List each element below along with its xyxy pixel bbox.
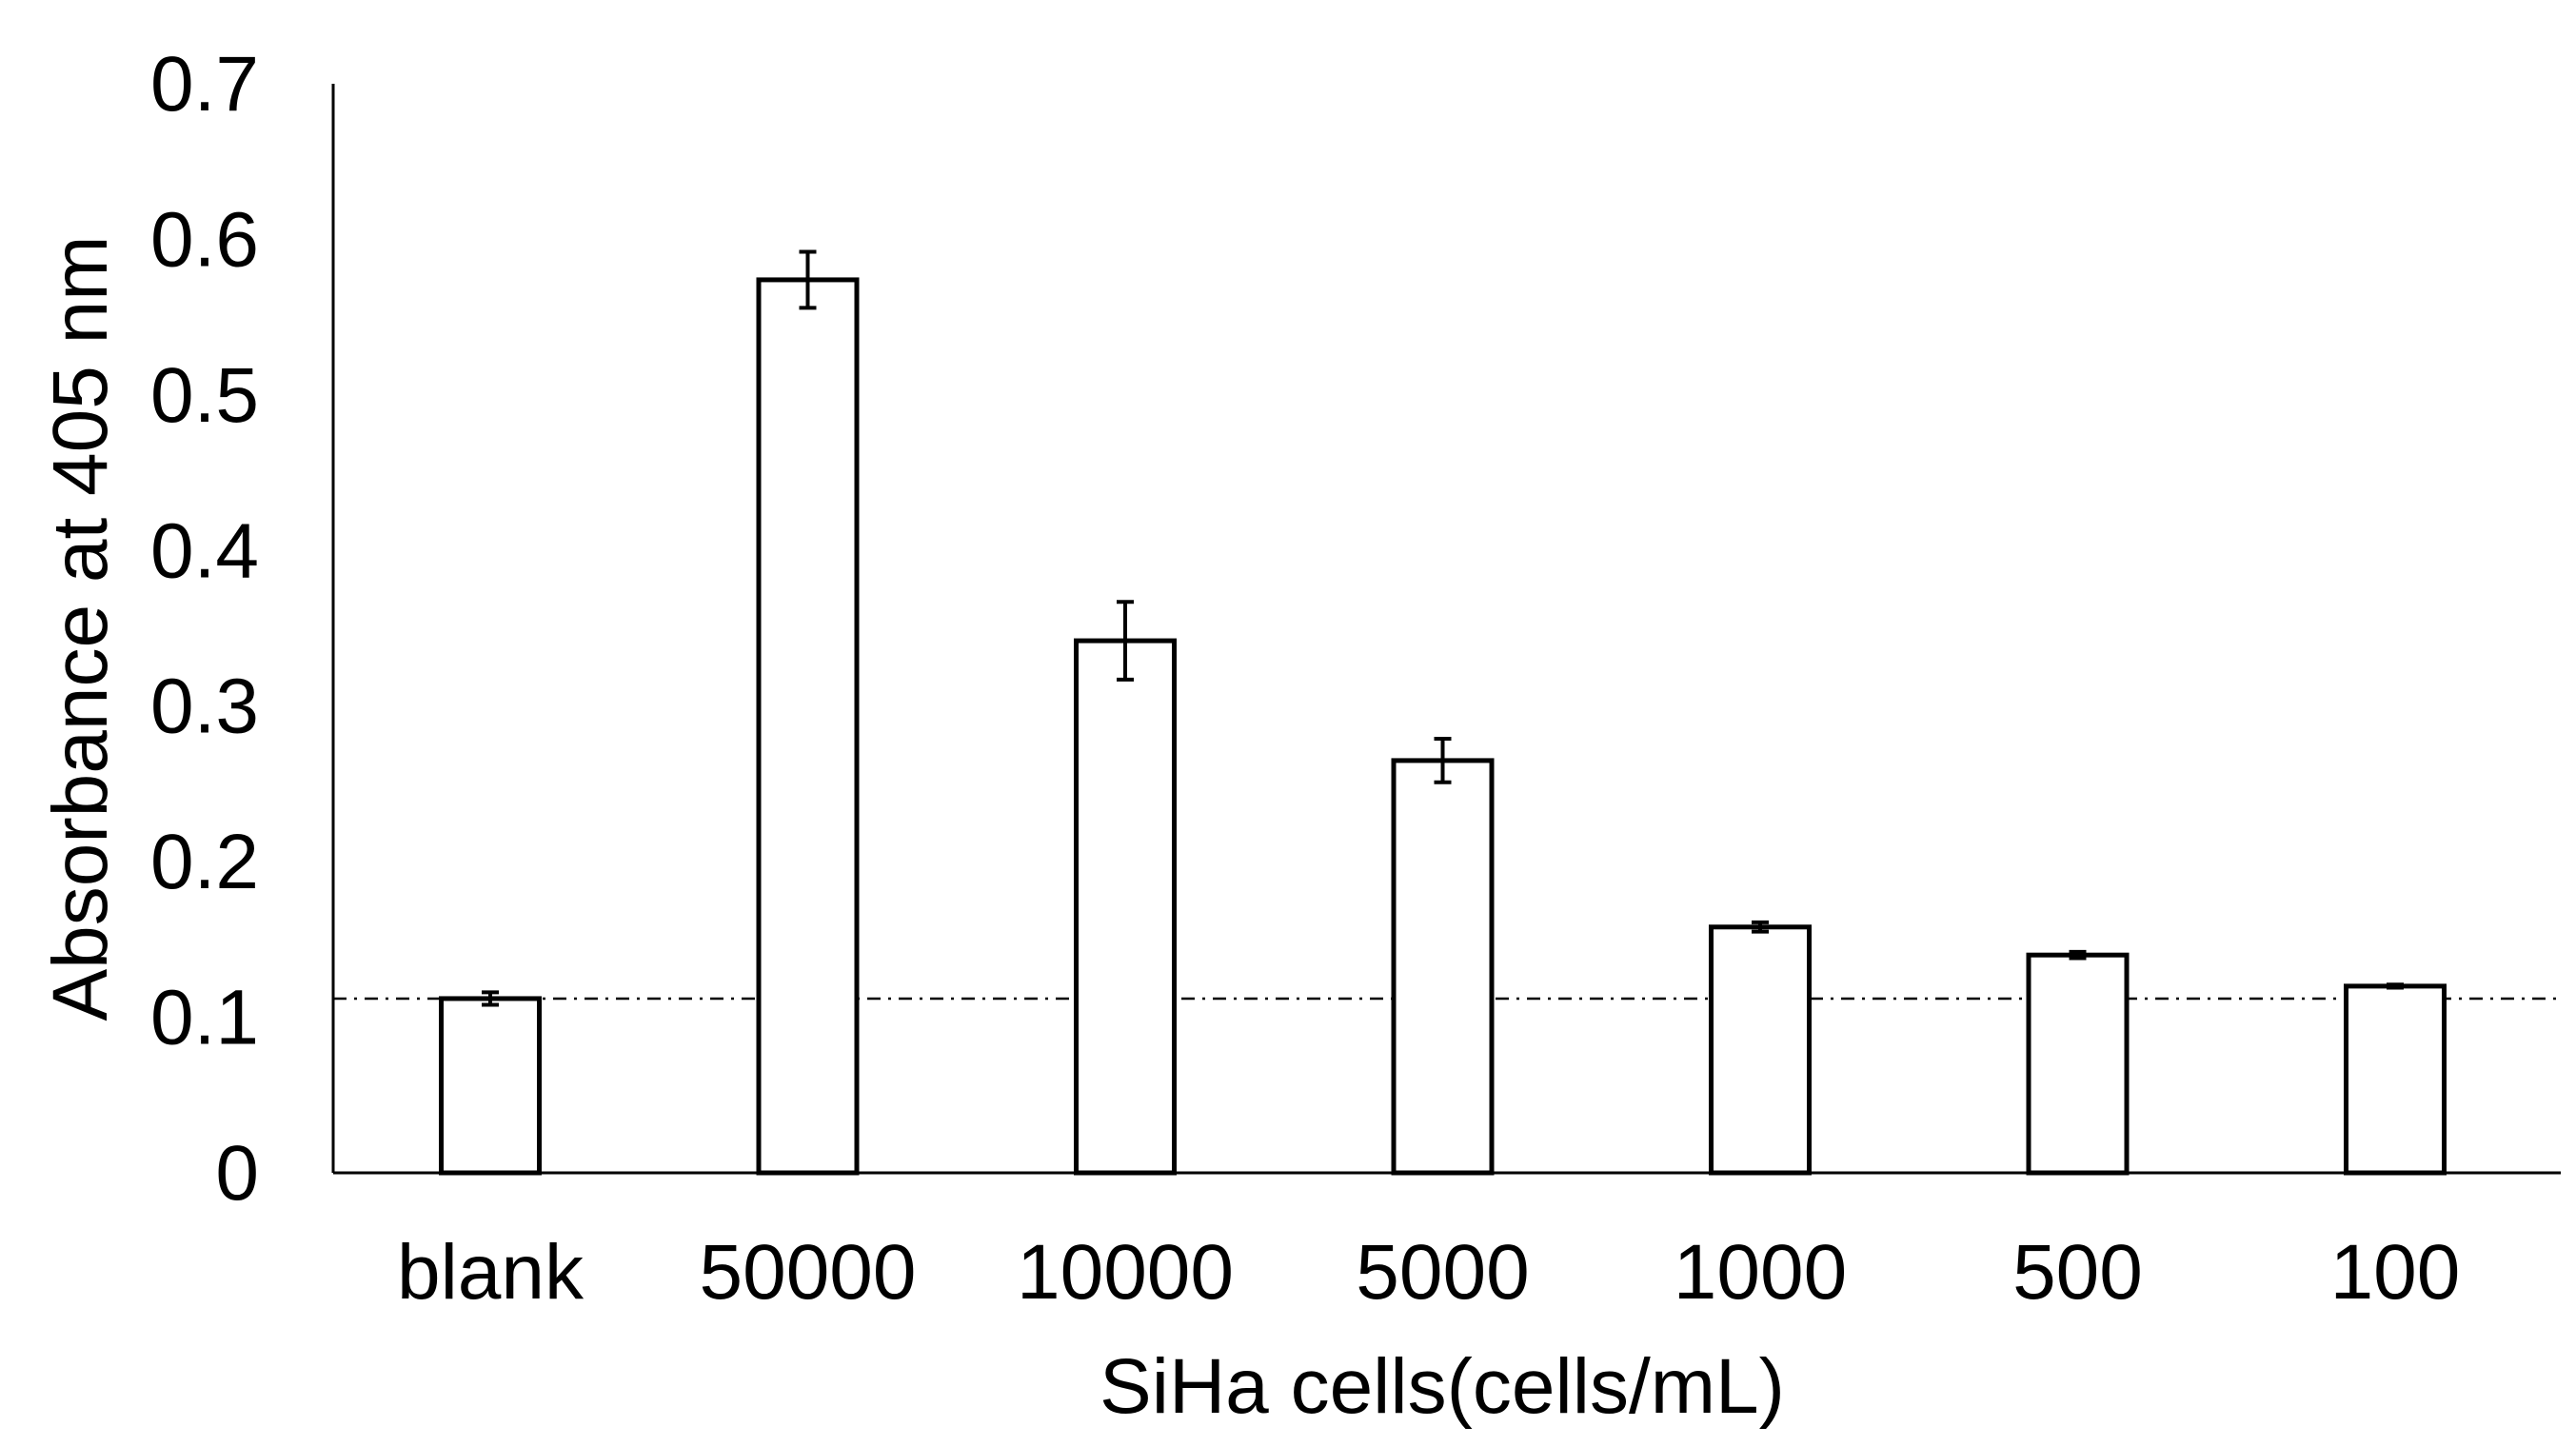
x-tick-label: blank (397, 1229, 585, 1316)
error-bar-50000 (799, 249, 817, 310)
x-tick-label: 500 (2012, 1229, 2143, 1316)
error-bar-100 (2387, 982, 2404, 990)
bar-50000 (756, 277, 860, 1176)
bar-100 (2344, 983, 2447, 1176)
y-tick-label: 0.4 (150, 507, 259, 594)
y-tick-label: 0 (215, 1130, 259, 1217)
x-tick-label: 5000 (1356, 1229, 1529, 1316)
y-tick-label: 0.3 (150, 664, 259, 750)
y-tick-label: 0.2 (150, 819, 259, 905)
x-tick-label: 50000 (699, 1229, 916, 1316)
y-tick-label: 0.1 (150, 975, 259, 1061)
error-bar-10000 (1117, 600, 1134, 682)
x-axis-title: SiHa cells(cells/mL) (1100, 1343, 1785, 1430)
x-tick-label: 10000 (1017, 1229, 1234, 1316)
y-tick-label: 0.5 (150, 352, 259, 439)
bar-5000 (1391, 758, 1495, 1176)
error-bar-5000 (1434, 737, 1452, 784)
bar-500 (2026, 952, 2130, 1176)
y-tick-label: 0.6 (150, 196, 259, 283)
x-tick-label: 100 (2330, 1229, 2461, 1316)
y-tick-label: 0.7 (150, 41, 259, 128)
bar-10000 (1074, 638, 1177, 1176)
error-bar-blank (482, 990, 499, 1007)
x-tick-label: 1000 (1674, 1229, 1847, 1316)
error-bar-1000 (1752, 920, 1769, 934)
error-bar-500 (2069, 949, 2087, 961)
y-axis-title: Absorbance at 405 nm (37, 235, 124, 1021)
bar-blank (439, 996, 542, 1176)
bar-1000 (1709, 924, 1812, 1176)
